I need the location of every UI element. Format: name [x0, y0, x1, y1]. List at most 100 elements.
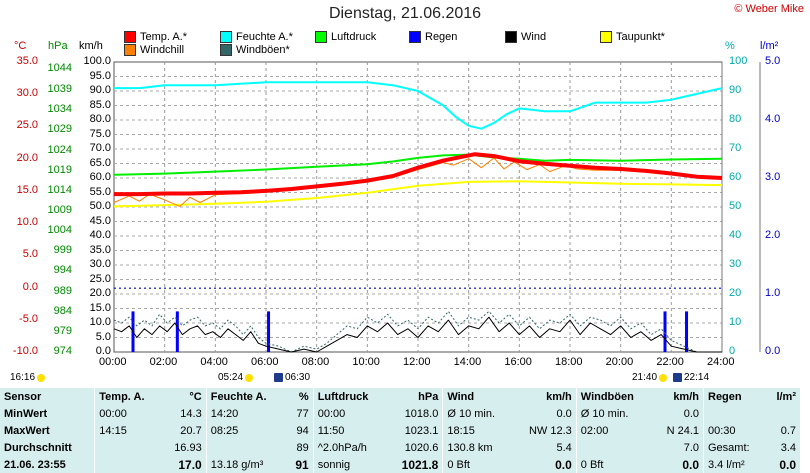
stats-header-cell: km/h [546, 390, 572, 403]
humidity-tick-label: 40 [729, 229, 742, 241]
last-update-mark: 16:16 [10, 372, 46, 383]
legend-item: Wind [505, 31, 546, 43]
legend-item: Luftdruck [315, 31, 376, 43]
stats-header-cell: Windböen [575, 388, 653, 405]
legend-item: Taupunkt* [600, 31, 665, 43]
stats-cell: 1023.1 [404, 424, 439, 437]
legend-item: Windchill [124, 44, 184, 56]
humidity-tick-label: 100 [729, 55, 748, 67]
weather-chart [113, 61, 761, 353]
stats-header-cell: Temp. A. [94, 388, 162, 405]
legend-item: Temp. A.* [124, 31, 187, 43]
moonrise-moon-icon [673, 373, 682, 382]
stats-cell: 1018.0 [404, 407, 439, 420]
humidity-unit-label: % [725, 40, 735, 52]
legend-swatch [220, 31, 232, 43]
time-tick-label: 20:00 [605, 356, 634, 368]
stats-cell: 21.06. 23:55 [4, 458, 66, 471]
humidity-tick-label: 0 [729, 345, 736, 357]
stats-cell: N 24.1 [666, 424, 699, 437]
speed-tick-label: 80.0 [89, 113, 111, 125]
stats-header-cell: hPa [418, 390, 439, 403]
pressure-tick-label: 974 [53, 345, 72, 357]
legend-label: Wind [521, 31, 547, 43]
speed-tick-label: 90.0 [89, 84, 111, 96]
stats-cell: 5.4 [556, 441, 572, 454]
temp-tick-label: 35.0 [16, 55, 38, 67]
stats-header-cell: Regen [702, 388, 766, 405]
legend-label: Windchill [140, 44, 185, 56]
rain-tick-label: 1.0 [765, 287, 781, 299]
stats-cell: Ø 10 min. [575, 405, 653, 422]
speed-tick-label: 40.0 [89, 229, 111, 241]
pressure-tick-label: 1034 [47, 103, 72, 116]
pressure-tick-label: 994 [53, 264, 72, 277]
pressure-tick-label: 1009 [47, 204, 72, 217]
stats-cell: 13.18 g/m³ [205, 456, 287, 473]
stats-cell: 16.93 [174, 441, 202, 454]
rain-tick-label: 2.0 [765, 229, 781, 241]
stats-cell: 0.0 [683, 407, 699, 420]
stats-cell: 0.0 [555, 457, 572, 472]
stats-row-max: MaxWert 14:15 20.7 08:25 94 11:50 1023.1… [0, 422, 800, 439]
stats-cell: MinWert [4, 407, 48, 420]
sunrise-sun-icon [245, 373, 254, 382]
legend-item: Regen [409, 31, 457, 43]
stats-cell: 0.0 [779, 457, 796, 472]
temp-tick-label: -10.0 [12, 345, 38, 357]
legend-swatch [220, 44, 232, 56]
stats-row-average: Durchschnitt 16.93 89 ^2.0hPa/h 1020.6 1… [0, 439, 800, 456]
humidity-tick-label: 50 [729, 200, 742, 212]
stats-header-cell: km/h [673, 390, 699, 403]
stats-cell: 0 Bft [442, 456, 513, 473]
temp-tick-label: -5.0 [19, 312, 38, 325]
time-tick-label: 16:00 [504, 356, 532, 368]
stats-cell: 14.3 [180, 407, 202, 420]
time-tick-label: 24:00 [707, 356, 735, 368]
stats-cell: NW 12.3 [528, 424, 572, 437]
stats-row-current: 21.06. 23:55 17.0 13.18 g/m³ 91 sonnig 1… [0, 456, 800, 473]
speed-tick-label: 60.0 [89, 171, 111, 183]
pressure-tick-label: 1014 [47, 183, 72, 196]
temp-tick-label: 5.0 [22, 248, 38, 261]
stats-cell: 14:15 [94, 422, 162, 439]
stats-cell: Durchschnitt [4, 441, 72, 454]
stats-header-cell: Luftdruck [312, 388, 387, 405]
legend-swatch [505, 31, 517, 43]
speed-tick-label: 55.0 [89, 185, 111, 198]
page-title: Dienstag, 21.06.2016 [328, 5, 482, 22]
pressure-tick-label: 999 [53, 244, 72, 257]
stats-cell [575, 439, 653, 456]
stats-cell: MaxWert [4, 424, 50, 437]
legend-swatch [124, 31, 136, 43]
humidity-tick-label: 30 [729, 258, 742, 270]
stats-cell: 1020.6 [404, 441, 439, 454]
rain-tick-label: 4.0 [765, 113, 781, 125]
series-line-windb-en [113, 310, 722, 353]
pressure-tick-label: 979 [53, 324, 72, 337]
legend-label: Regen [425, 31, 458, 43]
pressure-tick-label: 1019 [47, 163, 72, 176]
time-tick-label: 06:00 [251, 356, 279, 368]
moonset-mark: 06:30 [274, 372, 310, 383]
stats-cell: Gesamt: [702, 439, 766, 456]
sunset-sun-icon [659, 373, 668, 382]
pressure-tick-label: 1029 [47, 123, 72, 136]
temp-tick-label: 10.0 [16, 216, 38, 229]
sun-icon [37, 373, 46, 382]
stats-cell [205, 439, 287, 456]
rain-bar [663, 311, 667, 352]
speed-tick-label: 10.0 [89, 316, 111, 328]
time-tick-label: 00:00 [99, 356, 127, 368]
time-tick-label: 08:00 [301, 356, 330, 368]
stats-cell: 00:00 [94, 405, 162, 422]
copyright-label: © Weber Mike [734, 3, 804, 15]
time-tick-label: 12:00 [403, 356, 431, 368]
legend-swatch [600, 31, 612, 43]
humidity-tick-label: 10 [729, 316, 742, 328]
speed-tick-label: 25.0 [89, 272, 111, 285]
pressure-unit-label: hPa [48, 40, 68, 52]
stats-cell: 91 [295, 457, 309, 472]
stats-cell: 18:15 [442, 422, 513, 439]
